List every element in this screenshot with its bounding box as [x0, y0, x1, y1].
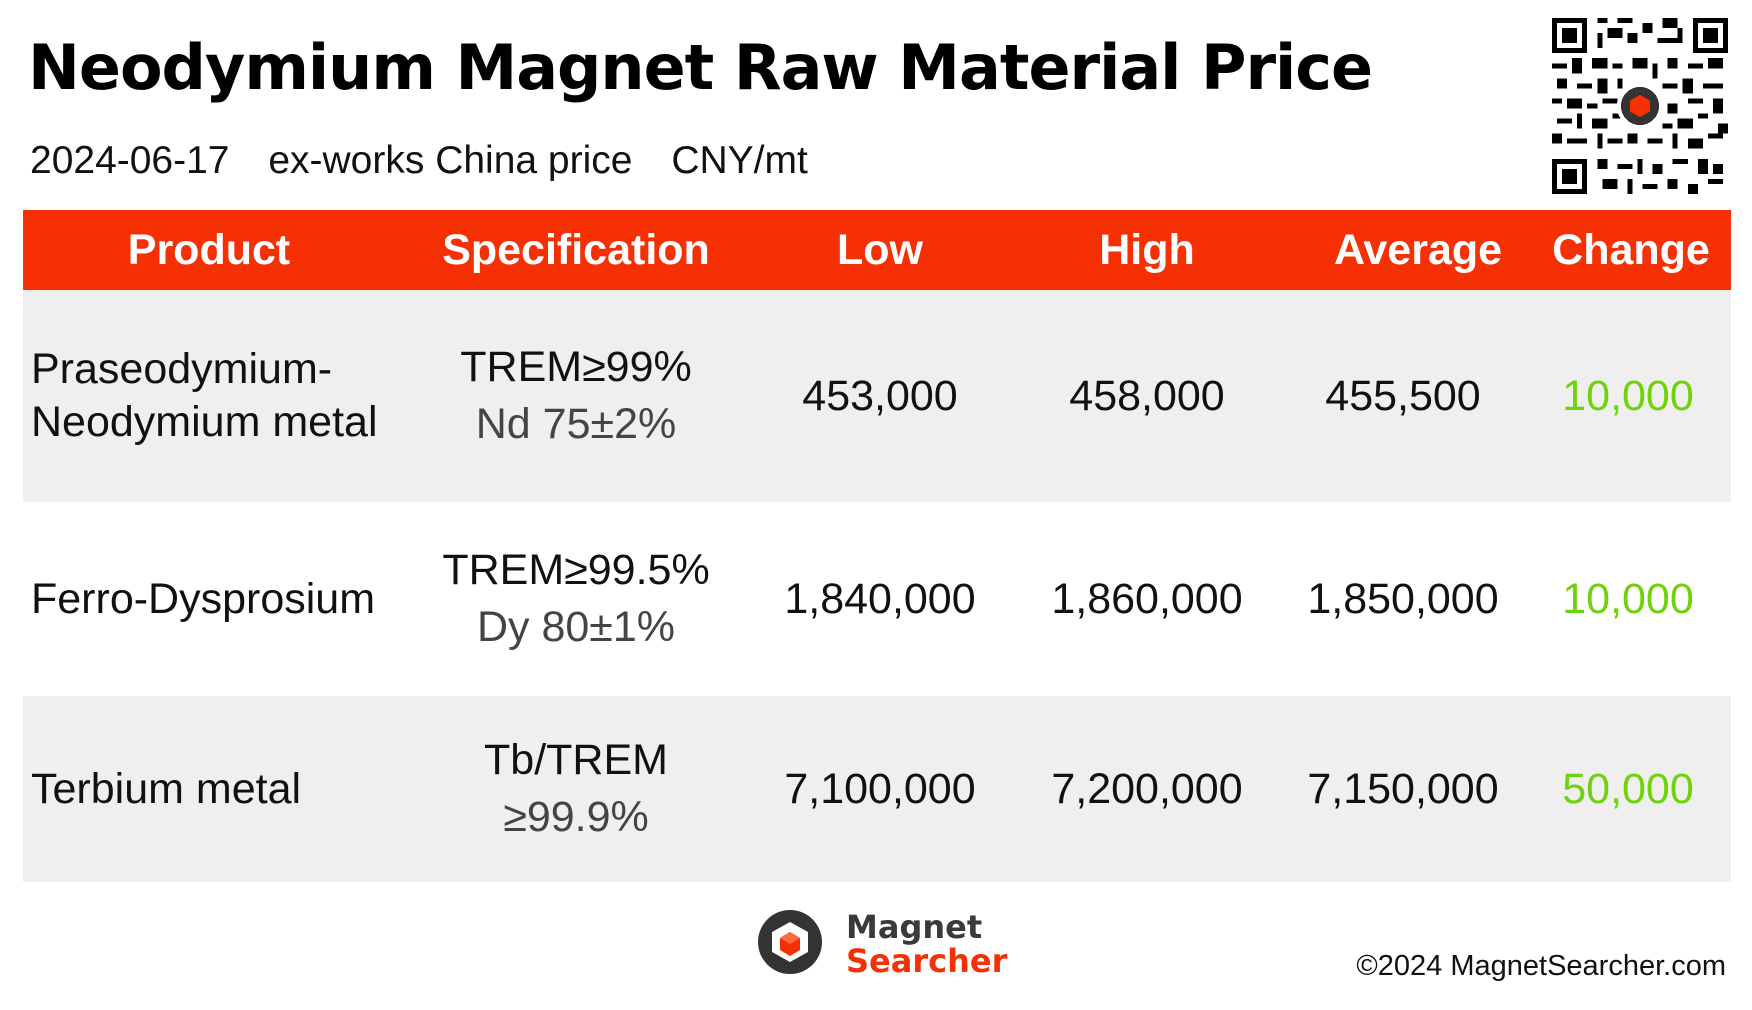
high-price: 1,860,000: [1051, 574, 1243, 623]
table-row: Praseodymium- Neodymium metal TREM≥99% N…: [23, 290, 1731, 502]
product-name-line1: Praseodymium-: [31, 345, 333, 393]
table-row: Ferro-Dysprosium TREM≥99.5% Dy 80±1% 1,8…: [23, 502, 1731, 696]
spec-line1: TREM≥99%: [460, 343, 692, 391]
subtitle: 2024-06-17 ex-works China price CNY/mt: [30, 136, 836, 186]
low-price: 1,840,000: [784, 574, 976, 623]
spec-line1: TREM≥99.5%: [442, 546, 710, 594]
header-product: Product: [127, 225, 291, 274]
low-price: 453,000: [802, 371, 958, 420]
product-name: Ferro-Dysprosium: [31, 574, 376, 623]
price-change: 10,000: [1562, 371, 1694, 420]
price-change: 10,000: [1562, 574, 1694, 623]
price-unit: CNY/mt: [671, 139, 808, 182]
spec-line2: Nd 75±2%: [475, 400, 677, 448]
header-low: Low: [837, 225, 923, 274]
table-row: Terbium metal Tb/TREM ≥99.9% 7,100,000 7…: [23, 696, 1731, 882]
product-name-line2: Neodymium metal: [31, 398, 378, 446]
footer-brand: Magnet Searcher: [846, 910, 1007, 978]
header-high: High: [1099, 225, 1195, 274]
average-price: 455,500: [1325, 371, 1481, 420]
price-basis: ex-works China price: [268, 139, 633, 182]
average-price: 7,150,000: [1307, 764, 1499, 813]
product-name: Terbium metal: [31, 764, 302, 813]
price-table: Product Specification Low High Average C…: [23, 210, 1731, 882]
qr-code-icon: [1552, 18, 1728, 194]
header-specification: Specification: [442, 225, 710, 274]
specification: TREM≥99.5% Dy 80±1%: [405, 542, 747, 656]
low-price: 7,100,000: [784, 764, 976, 813]
table-header: Product Specification Low High Average C…: [23, 210, 1731, 290]
magnet-searcher-logo-icon: [758, 910, 822, 974]
high-price: 7,200,000: [1051, 764, 1243, 813]
header-average: Average: [1333, 225, 1503, 274]
page-title: Neodymium Magnet Raw Material Price: [28, 31, 1373, 104]
price-date: 2024-06-17: [30, 139, 230, 182]
spec-line2: Dy 80±1%: [476, 603, 676, 651]
spec-line2: ≥99.9%: [503, 793, 649, 841]
brand-line2: Searcher: [846, 942, 1008, 980]
average-price: 1,850,000: [1307, 574, 1499, 623]
specification: Tb/TREM ≥99.9%: [405, 732, 747, 846]
header-change: Change: [1552, 225, 1710, 274]
high-price: 458,000: [1069, 371, 1225, 420]
spec-line1: Tb/TREM: [484, 736, 668, 784]
product-name: Praseodymium- Neodymium metal: [23, 343, 405, 449]
price-change: 50,000: [1562, 764, 1694, 813]
specification: TREM≥99% Nd 75±2%: [405, 339, 747, 453]
brand-line1: Magnet: [846, 908, 983, 946]
copyright: ©2024 MagnetSearcher.com: [1356, 950, 1726, 982]
